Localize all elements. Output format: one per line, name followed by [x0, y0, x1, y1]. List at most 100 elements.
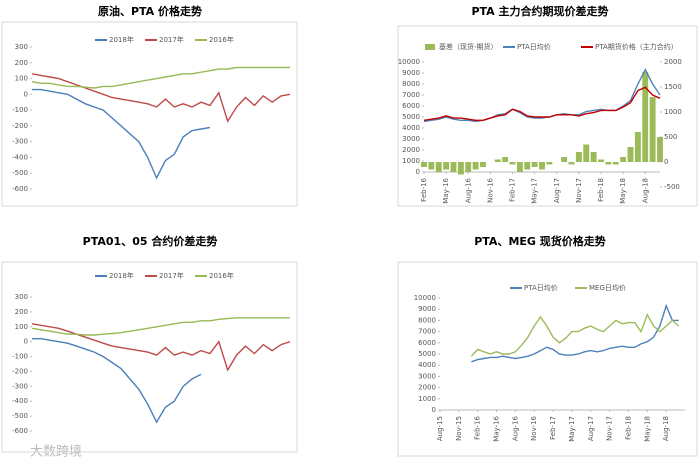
- bar: [457, 162, 464, 175]
- chart-frame: [397, 25, 698, 207]
- chart-title: PTA 主力合约期现价差走势: [471, 4, 608, 18]
- chart-frame: [397, 261, 698, 457]
- x-tick-label: May-17: [531, 178, 539, 204]
- legend-label: 2018年: [109, 35, 134, 44]
- y2-tick-label: 2000: [664, 58, 682, 66]
- bar: [612, 162, 619, 165]
- y-tick-label: 9000: [402, 69, 420, 77]
- bar: [435, 162, 442, 172]
- y-tick-label: 6000: [402, 102, 420, 110]
- series-line: [32, 338, 202, 424]
- x-tick-label: Aug-16: [464, 177, 472, 203]
- y-tick-label: -200: [12, 367, 28, 375]
- y2-tick-label: 0: [664, 158, 668, 166]
- series-line: [423, 68, 661, 123]
- x-tick-label: Aug-15: [436, 416, 444, 441]
- bar: [531, 162, 538, 167]
- x-tick-label: Nov-16: [486, 177, 494, 202]
- bar: [649, 97, 656, 162]
- legend-label: 2016年: [209, 271, 234, 280]
- y-tick-label: 0: [24, 90, 28, 98]
- x-tick-label: May-17: [568, 416, 576, 442]
- y-tick-label: 4000: [418, 361, 436, 369]
- y2-tick-label: -500: [664, 183, 680, 191]
- bar: [575, 152, 582, 162]
- y-tick-label: -200: [12, 122, 28, 130]
- y-tick-label: 10000: [398, 58, 420, 66]
- x-tick-label: Feb-18: [597, 178, 605, 202]
- y-tick-label: 6000: [418, 339, 436, 347]
- y-tick-label: 8000: [402, 80, 420, 88]
- bar: [494, 159, 501, 162]
- y-tick-label: 8000: [418, 316, 436, 324]
- x-tick-label: May-16: [493, 415, 501, 441]
- y-tick-label: -100: [12, 106, 28, 114]
- bar: [627, 147, 634, 162]
- y-tick-label: 0: [432, 406, 436, 414]
- y2-tick-label: 500: [664, 133, 677, 141]
- legend-label: PTA日均价: [517, 42, 551, 51]
- y-tick-label: 200: [15, 59, 28, 67]
- y-tick-label: -400: [12, 397, 28, 405]
- y-tick-label: -100: [12, 353, 28, 361]
- legend-swatch: [425, 44, 435, 50]
- y-tick-label: 200: [15, 308, 28, 316]
- chart-frame: [1, 261, 298, 453]
- x-tick-label: Feb-17: [509, 178, 517, 202]
- series-line: [423, 86, 661, 121]
- y-tick-label: 0: [24, 338, 28, 346]
- x-tick-label: Aug-18: [641, 178, 649, 203]
- x-tick-label: Aug-17: [553, 178, 561, 203]
- chart-frame: [1, 21, 298, 207]
- y-tick-label: -500: [12, 169, 28, 177]
- x-tick-label: Nov-17: [575, 178, 583, 203]
- chart-title: PTA、MEG 现货价格走势: [474, 234, 606, 248]
- x-tick-label: Feb-18: [624, 416, 632, 440]
- y-tick-label: -500: [12, 412, 28, 420]
- series-line: [32, 88, 211, 180]
- x-tick-label: Feb-16: [474, 415, 482, 439]
- chart-title: PTA01、05 合约价差走势: [83, 234, 218, 248]
- bar: [620, 157, 627, 162]
- y-tick-label: 3000: [418, 372, 436, 380]
- x-tick-label: Aug-17: [587, 416, 595, 441]
- y-tick-label: 2000: [402, 146, 420, 154]
- bar: [428, 162, 435, 170]
- bar: [421, 162, 427, 167]
- y-tick-label: 3000: [402, 135, 420, 143]
- x-tick-label: Nov-16: [530, 415, 538, 440]
- bar: [642, 72, 649, 162]
- y-tick-label: -300: [12, 382, 28, 390]
- bar: [450, 162, 457, 172]
- bar: [598, 159, 604, 162]
- x-tick-label: May-18: [643, 416, 651, 442]
- bar: [605, 162, 612, 165]
- chart-title: 原油、PTA 价格走势: [98, 4, 202, 18]
- bar: [465, 162, 472, 172]
- bar: [539, 162, 545, 170]
- legend-label: 2016年: [209, 35, 234, 44]
- y-tick-label: -300: [12, 138, 28, 146]
- y-tick-label: 9000: [418, 305, 436, 313]
- y2-tick-label: 1000: [664, 108, 682, 116]
- bar: [568, 162, 575, 165]
- series-line: [31, 73, 291, 123]
- x-tick-label: Aug-18: [662, 416, 670, 441]
- y-tick-label: 10000: [414, 294, 436, 302]
- y-tick-label: 4000: [402, 124, 420, 132]
- series-line: [471, 303, 679, 363]
- x-tick-label: Nov-15: [455, 416, 463, 441]
- y-tick-label: 5000: [402, 113, 420, 121]
- y-tick-label: 1000: [402, 157, 420, 165]
- y-tick-label: 300: [15, 293, 28, 301]
- legend-label: PTA期货价格（主力合约）: [595, 42, 678, 51]
- bar: [509, 162, 516, 165]
- x-tick-label: Nov-17: [606, 416, 614, 441]
- y-tick-label: 7000: [402, 91, 420, 99]
- series-line: [470, 313, 680, 357]
- y-tick-label: 2000: [418, 384, 436, 392]
- y-tick-label: -600: [12, 427, 28, 435]
- bar: [590, 152, 597, 162]
- bar: [524, 162, 531, 170]
